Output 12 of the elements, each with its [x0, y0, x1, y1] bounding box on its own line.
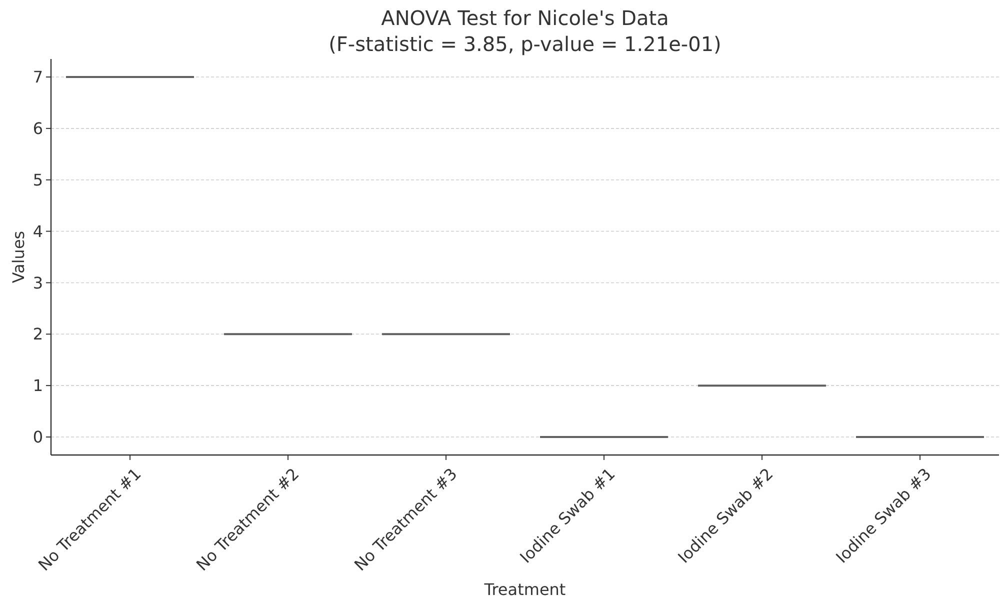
y-tick-label: 2 — [32, 324, 43, 344]
y-tick-label: 1 — [32, 376, 43, 396]
y-tick-label: 3 — [32, 273, 43, 292]
y-tick-label: 0 — [32, 428, 43, 447]
y-tick-label: 5 — [32, 170, 43, 190]
chart-subtitle: (F-statistic = 3.85, p-value = 1.21e-01) — [328, 32, 722, 56]
y-tick-label: 6 — [32, 119, 43, 138]
y-axis-title: Values — [9, 230, 28, 284]
chart-title: ANOVA Test for Nicole's Data — [381, 6, 669, 30]
y-tick-label: 7 — [32, 68, 43, 87]
y-tick-label: 4 — [32, 222, 43, 241]
x-axis-title: Treatment — [483, 580, 566, 599]
